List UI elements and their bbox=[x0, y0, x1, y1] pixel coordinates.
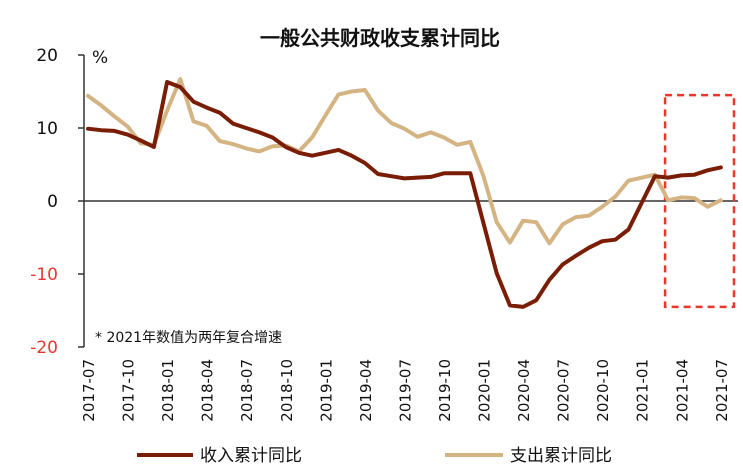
x-tick-label: 2020-04 bbox=[515, 359, 533, 422]
x-tick-label: 2018-07 bbox=[238, 359, 256, 422]
x-tick-label: 2017-10 bbox=[120, 359, 138, 422]
legend: 收入累计同比 支出累计同比 bbox=[137, 446, 612, 466]
chart-note: * 2021年数值为两年复合增速 bbox=[95, 329, 282, 346]
y-unit-label: % bbox=[92, 48, 108, 68]
y-tick-label: 20 bbox=[36, 46, 58, 66]
y-tick-label: -20 bbox=[30, 338, 58, 358]
x-tick-label: 2018-04 bbox=[199, 359, 217, 422]
series-layer bbox=[86, 77, 723, 309]
x-tick-label: 2021-01 bbox=[634, 359, 652, 422]
x-tick-label: 2018-01 bbox=[159, 359, 177, 422]
x-tick-label: 2020-07 bbox=[555, 359, 573, 422]
series-line-expenditure bbox=[86, 77, 723, 246]
x-tick-label: 2018-10 bbox=[278, 359, 296, 422]
x-tick-label: 2019-10 bbox=[436, 359, 454, 422]
x-tick-label: 2021-07 bbox=[713, 359, 731, 422]
y-tick-label: -10 bbox=[30, 265, 58, 285]
y-tick-label: 10 bbox=[36, 119, 58, 139]
legend-label-income: 收入累计同比 bbox=[200, 446, 302, 466]
chart-title: 一般公共财政收支累计同比 bbox=[260, 26, 500, 50]
legend-label-expenditure: 支出累计同比 bbox=[510, 446, 612, 466]
x-tick-label: 2017-07 bbox=[80, 359, 98, 422]
x-tick-label: 2019-07 bbox=[396, 359, 414, 422]
x-tick-label: 2019-04 bbox=[357, 359, 375, 422]
x-tick-label: 2019-01 bbox=[317, 359, 335, 422]
highlight-layer bbox=[663, 93, 736, 309]
x-tick-label: 2021-04 bbox=[673, 359, 691, 422]
x-tick-label: 2020-01 bbox=[476, 359, 494, 422]
y-tick-label: 0 bbox=[47, 192, 58, 212]
highlight-box bbox=[663, 93, 736, 309]
series-line-income bbox=[86, 80, 723, 309]
x-tick-label: 2020-10 bbox=[594, 359, 612, 422]
axes: 20 10 0 -10 -20 2017-07 2017-10 2018-01 2018-04 2… bbox=[30, 46, 738, 422]
